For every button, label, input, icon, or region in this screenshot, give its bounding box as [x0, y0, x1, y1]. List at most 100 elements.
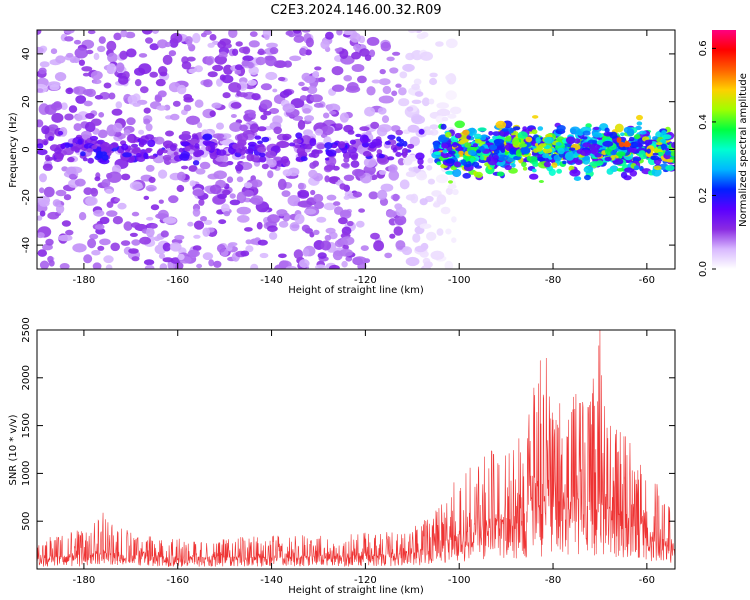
heatmap-cell [272, 88, 278, 93]
heatmap-cell [115, 101, 123, 109]
heatmap-cell [158, 169, 168, 179]
heatmap-cell [336, 30, 343, 36]
heatmap-cell [532, 115, 539, 119]
heatmap-cell [179, 153, 190, 161]
heatmap-cell [466, 135, 472, 140]
heatmap-cell [169, 113, 180, 121]
heatmap-cell [266, 158, 277, 168]
heatmap-cell [92, 262, 102, 269]
heatmap-cell [324, 234, 332, 241]
snr-x-axis-label: Height of straight line (km) [288, 585, 424, 596]
heatmap-cell [254, 135, 262, 140]
heatmap-cell [257, 140, 263, 145]
heatmap-cell [106, 210, 118, 217]
heatmap-cell [415, 152, 425, 160]
heatmap-cell [247, 61, 254, 69]
heatmap-cell [445, 38, 458, 49]
heatmap-cell [535, 137, 541, 144]
heatmap-cell [37, 143, 44, 149]
heatmap-cell [522, 166, 528, 171]
heatmap-cell [120, 240, 131, 246]
heatmap-cell [652, 152, 659, 156]
heatmap-cell [368, 191, 379, 200]
heatmap-cell [637, 143, 643, 149]
heatmap-cell [207, 42, 215, 48]
heatmap-cell [247, 112, 257, 118]
heatmap-cell [75, 95, 87, 104]
heatmap-cell [261, 163, 269, 170]
heatmap-cell [158, 199, 164, 204]
heatmap-cell [511, 137, 520, 146]
heatmap-cell [377, 107, 387, 115]
heatmap-cell [198, 198, 205, 206]
heatmap-cell [230, 114, 237, 118]
heatmap-cell [335, 148, 342, 154]
heatmap-cell [110, 242, 120, 252]
heatmap-cell [220, 154, 229, 163]
heatmap-cell [105, 264, 113, 269]
heatmap-cell [405, 194, 416, 201]
heatmap-cell [136, 153, 142, 158]
heatmap-cell [297, 119, 306, 130]
heatmap-cell [349, 139, 356, 145]
heatmap-cell [419, 250, 429, 258]
heatmap-cell [474, 171, 483, 178]
heatmap-cell [420, 31, 429, 38]
heatmap-cell [267, 225, 278, 232]
colorbar-tick-label: 0.4 [698, 114, 709, 130]
colorbar-tick-label: 0.6 [698, 40, 709, 56]
x-tick-label: -80 [545, 275, 561, 286]
heatmap-cell [661, 130, 667, 135]
heatmap-cell [232, 143, 240, 150]
heatmap-cell [48, 136, 54, 141]
heatmap-cell [520, 147, 531, 154]
heatmap-cell [313, 229, 320, 235]
heatmap-cell [346, 82, 359, 91]
heatmap-cell [294, 144, 302, 149]
heatmap-cell [430, 250, 445, 260]
heatmap-cell [180, 141, 190, 147]
heatmap-cell [304, 144, 313, 150]
heatmap-cell [364, 106, 376, 117]
heatmap-cell [170, 257, 181, 264]
heatmap-cell [445, 158, 456, 164]
heatmap-cell [85, 113, 95, 119]
heatmap-cell [513, 155, 522, 161]
heatmap-cell [331, 66, 344, 76]
heatmap-cell [652, 136, 658, 141]
x-tick-label: -160 [166, 575, 189, 586]
heatmap-cell [49, 84, 60, 91]
heatmap-cell [581, 136, 588, 140]
heatmap-cell [402, 63, 415, 72]
heatmap-cell [153, 236, 161, 242]
heatmap-cell [90, 118, 102, 126]
heatmap-cell [542, 147, 553, 154]
heatmap-cell [340, 236, 355, 246]
heatmap-cell [176, 184, 185, 193]
heatmap-cell [240, 250, 250, 257]
heatmap-cell [227, 243, 234, 248]
heatmap-cell [68, 105, 78, 113]
heatmap-cell [329, 110, 337, 115]
heatmap-cell [82, 157, 88, 162]
heatmap-cell [93, 209, 105, 217]
heatmap-cell [398, 98, 410, 107]
heatmap-cell [391, 90, 398, 97]
heatmap-cell [334, 48, 343, 52]
heatmap-cell [289, 55, 302, 62]
heatmap-cell [504, 164, 512, 171]
heatmap-cell [532, 161, 539, 167]
heatmap-cell [145, 123, 153, 132]
heatmap-cell [296, 147, 306, 155]
heatmap-cell [282, 169, 293, 177]
heatmap-cell [639, 130, 647, 135]
heatmap-cell [162, 54, 173, 65]
heatmap-cell [90, 188, 99, 197]
colorbar: 0.0 0.2 0.4 0.6 Normalized spectral amplitu… [698, 30, 749, 277]
heatmap-cell [202, 133, 213, 141]
heatmap-cell [259, 152, 266, 158]
heatmap-cell [447, 113, 457, 119]
heatmap-cell [416, 171, 428, 181]
heatmap-cell [444, 260, 454, 269]
heatmap-cell [488, 131, 494, 136]
